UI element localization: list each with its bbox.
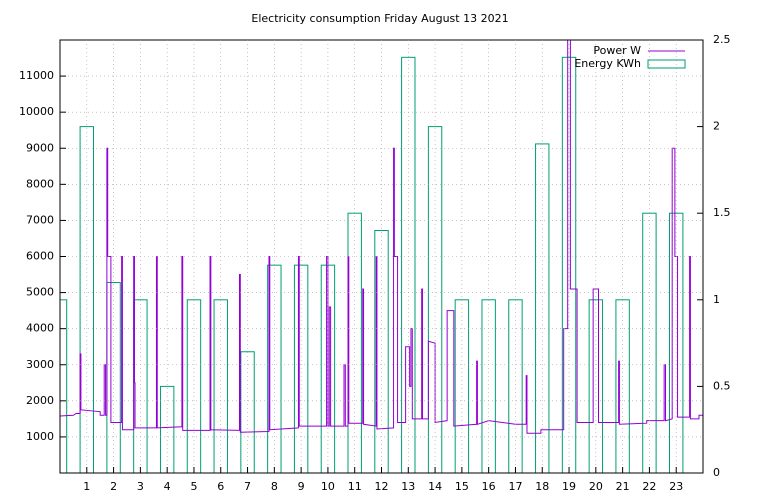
x-tick-label: 9 (298, 480, 305, 493)
y-tick-label: 5000 (26, 286, 54, 299)
y2-tick-label: 1 (713, 293, 720, 306)
x-tick-label: 3 (137, 480, 144, 493)
y2-tick-label: 1.5 (713, 206, 731, 219)
x-tick-label: 15 (455, 480, 469, 493)
y-tick-label: 2000 (26, 394, 54, 407)
x-tick-label: 22 (642, 480, 656, 493)
y-tick-label: 3000 (26, 358, 54, 371)
y-tick-label: 11000 (19, 69, 54, 82)
y-tick-label: 6000 (26, 250, 54, 263)
x-tick-label: 11 (348, 480, 362, 493)
x-tick-label: 13 (401, 480, 415, 493)
legend-label: Energy KWh (574, 57, 641, 70)
x-tick-label: 5 (190, 480, 197, 493)
x-tick-label: 4 (164, 480, 171, 493)
energy-bar (240, 351, 255, 473)
y-tick-label: 9000 (26, 141, 54, 154)
y-tick-label: 1000 (26, 430, 54, 443)
x-tick-label: 1 (83, 480, 90, 493)
energy-bar (267, 264, 282, 473)
energy-bar (60, 299, 68, 473)
y-tick-label: 10000 (19, 105, 54, 118)
x-tick-label: 21 (616, 480, 630, 493)
x-tick-label: 16 (482, 480, 496, 493)
y-tick-label: 8000 (26, 177, 54, 190)
x-tick-label: 18 (535, 480, 549, 493)
y-tick-label: 7000 (26, 213, 54, 226)
x-tick-label: 12 (375, 480, 389, 493)
x-tick-label: 8 (271, 480, 278, 493)
y-tick-label: 4000 (26, 322, 54, 335)
x-tick-label: 2 (110, 480, 117, 493)
y2-tick-label: 2.5 (713, 33, 731, 46)
x-tick-label: 6 (217, 480, 224, 493)
y2-tick-label: 0 (713, 466, 720, 479)
y2-tick-label: 0.5 (713, 379, 731, 392)
x-tick-label: 20 (589, 480, 603, 493)
x-tick-label: 14 (428, 480, 442, 493)
x-tick-label: 7 (244, 480, 251, 493)
x-tick-label: 19 (562, 480, 576, 493)
x-tick-label: 17 (508, 480, 522, 493)
energy-bar (374, 230, 389, 473)
chart-title: Electricity consumption Friday August 13… (251, 12, 508, 25)
y2-tick-label: 2 (713, 120, 720, 133)
x-tick-label: 10 (321, 480, 335, 493)
energy-bar (293, 264, 309, 473)
legend-swatch (647, 59, 686, 69)
legend-label: Power W (593, 44, 641, 57)
x-tick-label: 23 (669, 480, 683, 493)
